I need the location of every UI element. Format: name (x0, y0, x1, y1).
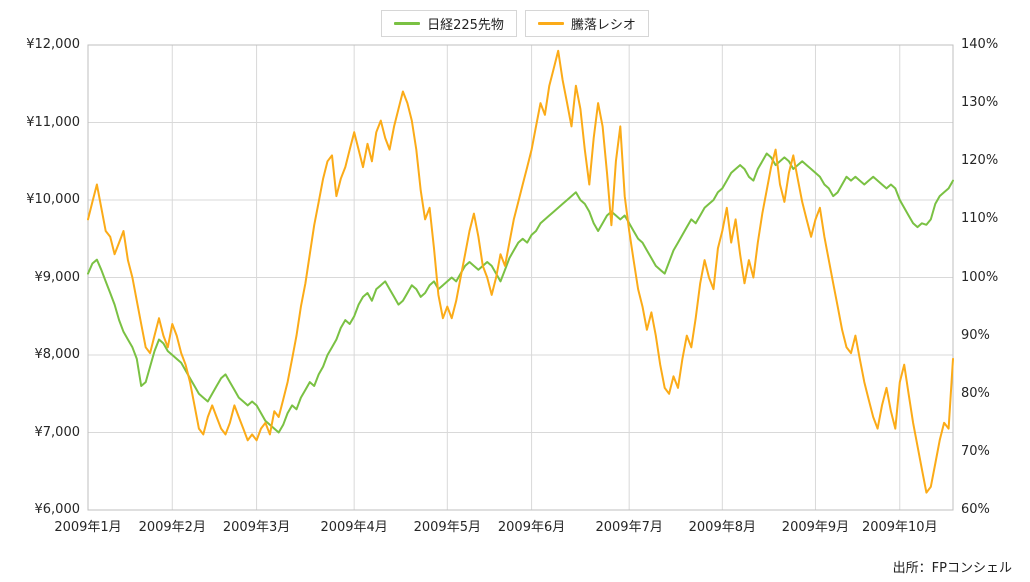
legend-item-nikkei225-futures: 日経225先物 (381, 10, 517, 37)
left-axis-tick-label: ¥8,000 (34, 347, 81, 362)
legend-item-advance-decline-ratio: 騰落レシオ (524, 10, 649, 37)
x-axis-tick-label: 2009年2月 (138, 520, 206, 535)
x-axis-tick-label: 2009年7月 (595, 520, 663, 535)
chart-legend: 日経225先物 騰落レシオ (0, 10, 1030, 37)
right-axis-tick-label: 60% (961, 502, 990, 517)
right-axis-tick-label: 140% (961, 37, 999, 52)
x-axis-tick-label: 2009年10月 (861, 520, 938, 535)
source-note: 出所：FPコンシェル (892, 561, 1012, 576)
right-axis-tick-label: 120% (961, 153, 999, 169)
x-axis-tick-label: 2009年9月 (781, 520, 850, 535)
x-axis-tick-label: 2009年5月 (413, 520, 481, 535)
x-axis-tick-label: 2009年1月 (54, 520, 122, 535)
right-axis-tick-label: 110% (961, 211, 999, 227)
x-axis-tick-label: 2009年4月 (320, 520, 388, 535)
right-axis-tick-label: 80% (961, 385, 990, 401)
right-axis-tick-label: 70% (961, 443, 990, 459)
x-axis-tick-label: 2009年8月 (688, 520, 756, 535)
series-line-1 (87, 49, 954, 494)
left-axis-tick-label: ¥11,000 (26, 114, 80, 130)
right-axis-tick-label: 100% (961, 269, 999, 285)
right-axis-tick-label: 130% (961, 95, 999, 111)
x-axis-tick-label: 2009年3月 (222, 520, 291, 535)
nikkei-line-swatch-icon (394, 22, 421, 25)
left-axis-tick-label: ¥9,000 (34, 269, 81, 285)
plot-border (87, 44, 954, 511)
left-axis-tick-label: ¥12,000 (26, 37, 80, 52)
ratio-line-swatch-icon (537, 22, 564, 25)
x-axis-tick-label: 2009年6月 (497, 520, 566, 535)
right-axis-tick-label: 90% (961, 327, 990, 343)
legend-label-advance-decline-ratio: 騰落レシオ (570, 18, 636, 33)
series-line-0 (87, 152, 954, 434)
left-axis-tick-label: ¥7,000 (34, 424, 81, 440)
left-axis-tick-label: ¥10,000 (26, 192, 80, 207)
left-axis-tick-label: ¥6,000 (34, 502, 81, 517)
legend-label-nikkei225-futures: 日経225先物 (427, 18, 504, 33)
